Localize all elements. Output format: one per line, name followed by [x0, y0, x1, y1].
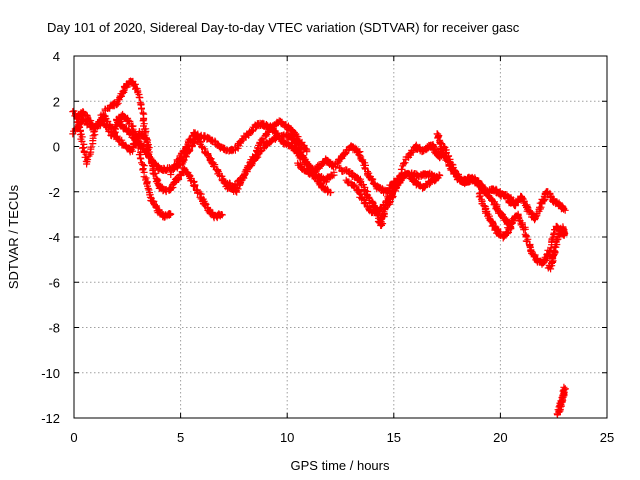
- y-tick-label: -4: [48, 230, 60, 245]
- series-sat-m: [505, 188, 569, 224]
- y-tick-label: -12: [41, 411, 60, 426]
- series-sat-n: [544, 223, 569, 273]
- series-sat-k: [437, 145, 515, 233]
- x-tick-label: 15: [387, 430, 401, 445]
- data-point-markers: [437, 145, 515, 233]
- y-tick-label: 2: [53, 94, 60, 109]
- series-sat-o: [553, 383, 569, 419]
- series-sat-j: [433, 130, 517, 205]
- data-point-markers: [69, 112, 226, 222]
- y-tick-label: -10: [41, 366, 60, 381]
- x-tick-label: 0: [70, 430, 77, 445]
- x-tick-label: 5: [177, 430, 184, 445]
- plot-frame: [73, 55, 608, 419]
- series-sat-c: [69, 112, 226, 222]
- data-point-markers: [553, 383, 569, 419]
- data-points: [69, 77, 569, 419]
- y-tick-label: 4: [53, 49, 60, 64]
- x-tick-label: 25: [600, 430, 614, 445]
- x-tick-label: 10: [280, 430, 294, 445]
- series-sat-i: [342, 141, 445, 217]
- y-tick-label: -6: [48, 275, 60, 290]
- data-point-markers: [544, 223, 569, 273]
- y-tick-label: -8: [48, 321, 60, 336]
- y-tick-label: -2: [48, 185, 60, 200]
- data-point-markers: [433, 130, 517, 205]
- y-tick-label: 0: [53, 140, 60, 155]
- chart-title: Day 101 of 2020, Sidereal Day-to-day VTE…: [47, 20, 520, 35]
- data-point-markers: [342, 141, 445, 217]
- y-axis-label: SDTVAR / TECUs: [6, 184, 21, 289]
- x-axis-label: GPS time / hours: [291, 458, 390, 473]
- series-sat-f: [220, 130, 335, 197]
- x-tick-label: 20: [493, 430, 507, 445]
- data-point-markers: [220, 130, 335, 197]
- data-point-markers: [505, 188, 569, 224]
